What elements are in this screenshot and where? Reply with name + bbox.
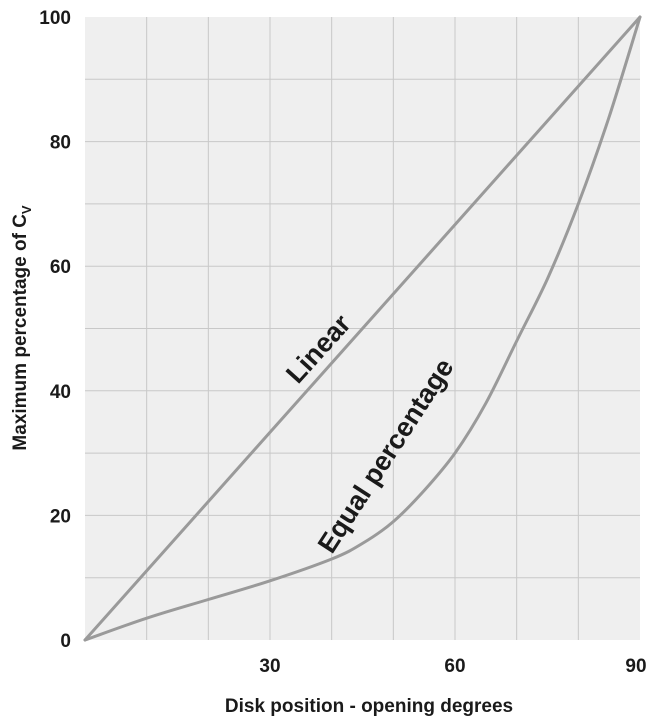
y-tick-label: 100 xyxy=(39,8,71,29)
y-tick-label: 80 xyxy=(50,133,71,154)
y-tick-label: 0 xyxy=(60,631,71,652)
series-layer xyxy=(83,15,642,642)
y-axis-label-subscript: V xyxy=(19,205,34,214)
y-axis-label-main: Maximum percentage of C xyxy=(10,214,31,451)
x-tick-label: 90 xyxy=(625,656,646,677)
x-tick-label: 30 xyxy=(259,656,280,677)
series-line-0 xyxy=(83,15,642,642)
y-tick-label: 20 xyxy=(50,506,71,527)
tick-labels: 0 20 40 60 80 100 30 60 90 xyxy=(39,8,646,677)
y-tick-label: 60 xyxy=(50,257,71,278)
y-axis-label: Maximum percentage of CV xyxy=(10,205,34,451)
x-tick-label: 60 xyxy=(444,656,465,677)
x-axis-label: Disk position - opening degrees xyxy=(225,696,513,717)
series-line-1 xyxy=(83,15,642,642)
grid xyxy=(85,17,640,640)
y-tick-label: 40 xyxy=(50,382,71,403)
